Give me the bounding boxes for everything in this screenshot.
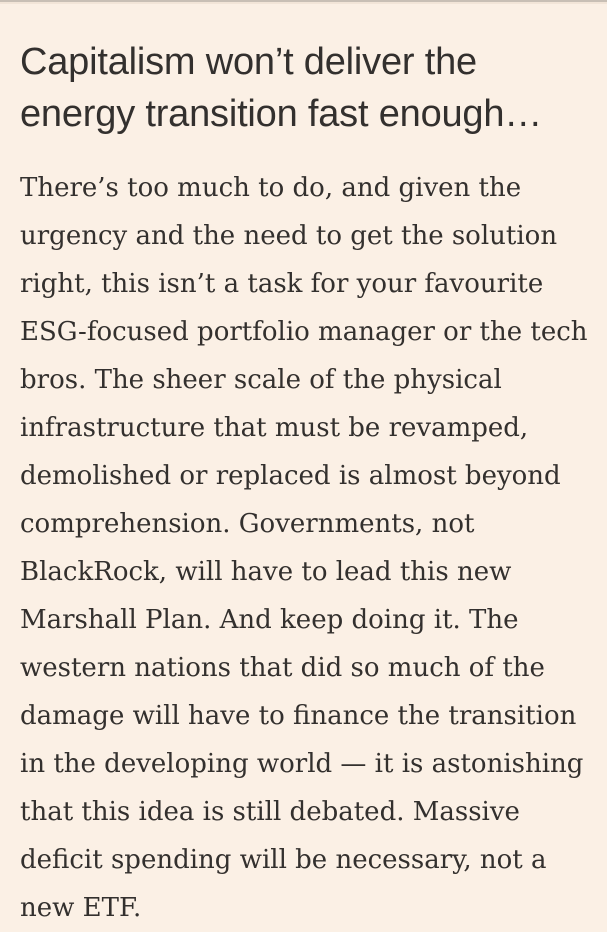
top-divider-rule-highlight xyxy=(0,2,607,4)
article-body-paragraph: There’s too much to do, and given the ur… xyxy=(20,173,588,923)
article-heading: Capitalism won’t deliver the energy tran… xyxy=(20,41,543,135)
article-content: Capitalism won’t deliver the energy tran… xyxy=(0,4,607,932)
top-divider-rule xyxy=(0,0,607,2)
